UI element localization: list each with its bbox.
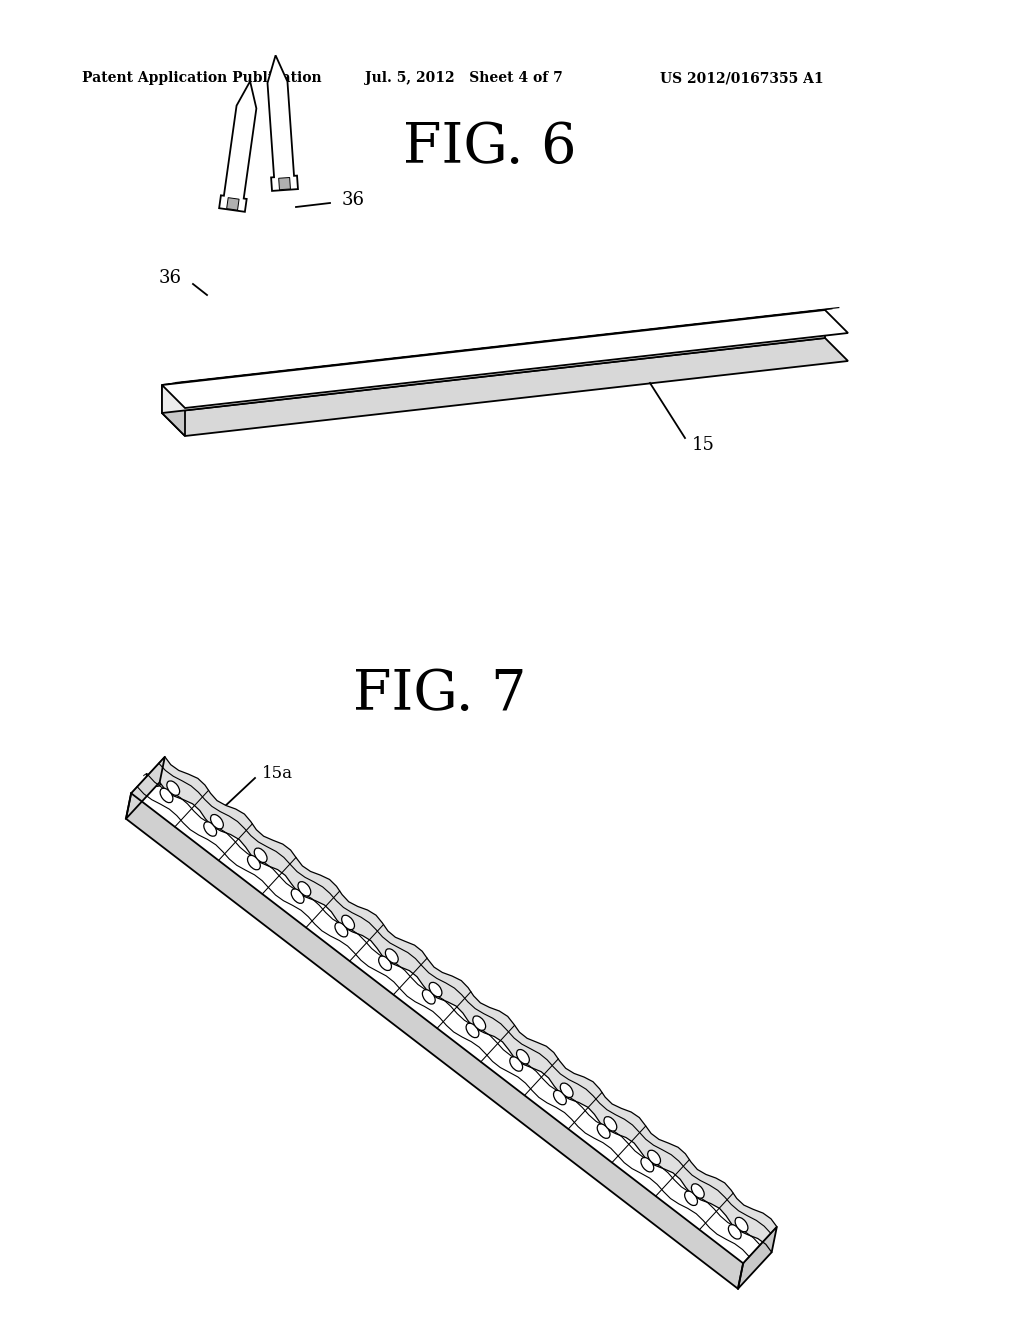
Ellipse shape xyxy=(473,1016,485,1031)
Polygon shape xyxy=(279,177,291,190)
Ellipse shape xyxy=(429,982,442,997)
Ellipse shape xyxy=(204,822,217,837)
Text: 36: 36 xyxy=(159,269,182,286)
Polygon shape xyxy=(738,1226,777,1288)
Ellipse shape xyxy=(298,882,310,896)
Ellipse shape xyxy=(685,1191,697,1205)
Text: Patent Application Publication: Patent Application Publication xyxy=(82,71,322,84)
Ellipse shape xyxy=(554,1090,566,1105)
Ellipse shape xyxy=(335,923,348,937)
Text: US 2012/0167355 A1: US 2012/0167355 A1 xyxy=(660,71,823,84)
Ellipse shape xyxy=(379,956,391,970)
Ellipse shape xyxy=(167,781,179,796)
Ellipse shape xyxy=(648,1150,660,1164)
Ellipse shape xyxy=(466,1023,479,1038)
Text: 15: 15 xyxy=(692,436,715,454)
Text: Jul. 5, 2012   Sheet 4 of 7: Jul. 5, 2012 Sheet 4 of 7 xyxy=(365,71,563,84)
Polygon shape xyxy=(160,756,777,1253)
Ellipse shape xyxy=(735,1217,748,1232)
Polygon shape xyxy=(131,756,777,1263)
Polygon shape xyxy=(162,385,185,436)
Ellipse shape xyxy=(604,1117,616,1131)
Ellipse shape xyxy=(211,814,223,829)
Polygon shape xyxy=(126,756,165,818)
Text: 36: 36 xyxy=(342,191,365,209)
Polygon shape xyxy=(267,55,298,191)
Ellipse shape xyxy=(510,1057,522,1072)
Ellipse shape xyxy=(560,1082,573,1097)
Ellipse shape xyxy=(597,1123,610,1138)
Ellipse shape xyxy=(385,949,398,964)
Ellipse shape xyxy=(691,1184,705,1199)
Text: 15: 15 xyxy=(140,774,164,791)
Polygon shape xyxy=(162,338,848,436)
Ellipse shape xyxy=(728,1225,741,1239)
Ellipse shape xyxy=(342,915,354,929)
Polygon shape xyxy=(162,310,848,408)
Polygon shape xyxy=(126,793,743,1288)
Polygon shape xyxy=(226,198,239,210)
Text: FIG. 6: FIG. 6 xyxy=(403,120,577,176)
Ellipse shape xyxy=(422,990,435,1005)
Polygon shape xyxy=(219,82,256,211)
Ellipse shape xyxy=(160,788,173,803)
Ellipse shape xyxy=(254,847,267,862)
Polygon shape xyxy=(162,310,825,413)
Text: FIG. 7: FIG. 7 xyxy=(353,668,526,722)
Ellipse shape xyxy=(641,1158,653,1172)
Ellipse shape xyxy=(248,855,260,870)
Text: 15a: 15a xyxy=(262,764,293,781)
Ellipse shape xyxy=(516,1049,529,1064)
Ellipse shape xyxy=(291,888,304,903)
